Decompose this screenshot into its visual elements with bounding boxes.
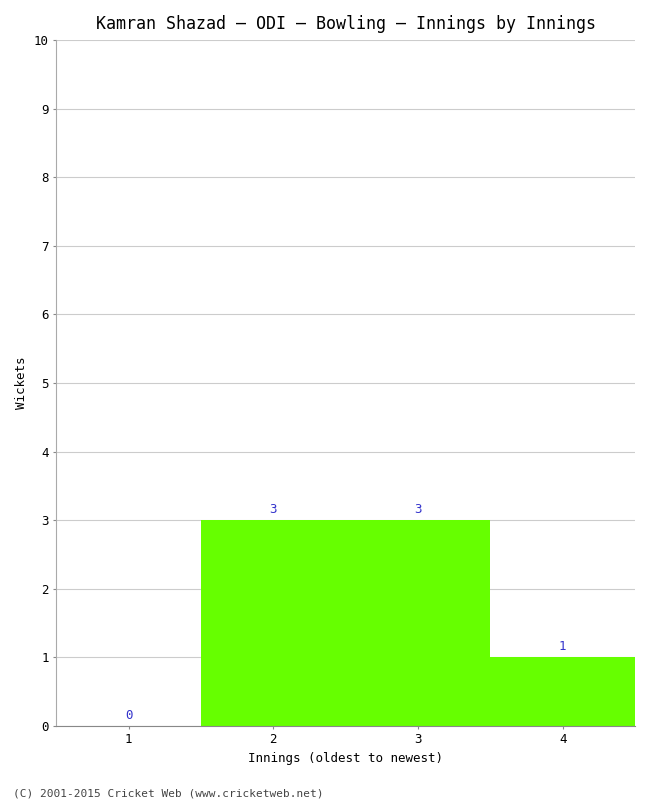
Bar bbox=[490, 658, 635, 726]
Bar bbox=[201, 520, 346, 726]
Text: 3: 3 bbox=[270, 503, 277, 516]
Title: Kamran Shazad – ODI – Bowling – Innings by Innings: Kamran Shazad – ODI – Bowling – Innings … bbox=[96, 15, 595, 33]
Text: (C) 2001-2015 Cricket Web (www.cricketweb.net): (C) 2001-2015 Cricket Web (www.cricketwe… bbox=[13, 788, 324, 798]
X-axis label: Innings (oldest to newest): Innings (oldest to newest) bbox=[248, 752, 443, 765]
Text: 3: 3 bbox=[414, 503, 422, 516]
Bar bbox=[346, 520, 490, 726]
Y-axis label: Wickets: Wickets bbox=[15, 357, 28, 410]
Text: 0: 0 bbox=[125, 709, 133, 722]
Text: 1: 1 bbox=[559, 640, 566, 653]
